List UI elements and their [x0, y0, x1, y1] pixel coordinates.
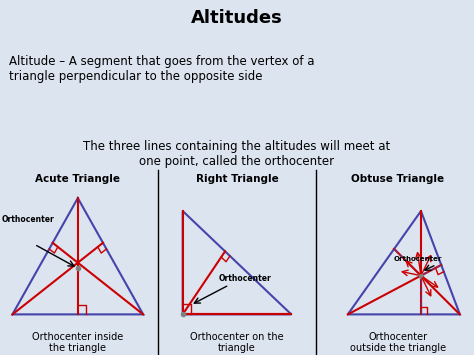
- Text: Orthocenter
outside the triangle: Orthocenter outside the triangle: [349, 332, 446, 353]
- Text: Altitude – A segment that goes from the vertex of a
triangle perpendicular to th: Altitude – A segment that goes from the …: [9, 55, 315, 82]
- Text: Obtuse Triangle: Obtuse Triangle: [351, 174, 444, 184]
- Text: Orthocenter on the
triangle: Orthocenter on the triangle: [190, 332, 284, 353]
- Text: Right Triangle: Right Triangle: [196, 174, 278, 184]
- Text: Orthocenter: Orthocenter: [219, 274, 271, 283]
- Text: Altitudes: Altitudes: [191, 9, 283, 27]
- Text: The three lines containing the altitudes will meet at
one point, called the orth: The three lines containing the altitudes…: [83, 140, 391, 168]
- Text: Orthocenter: Orthocenter: [1, 215, 55, 224]
- Text: Orthocenter: Orthocenter: [393, 256, 442, 262]
- Text: Acute Triangle: Acute Triangle: [36, 174, 120, 184]
- Text: Orthocenter inside
the triangle: Orthocenter inside the triangle: [32, 332, 123, 353]
